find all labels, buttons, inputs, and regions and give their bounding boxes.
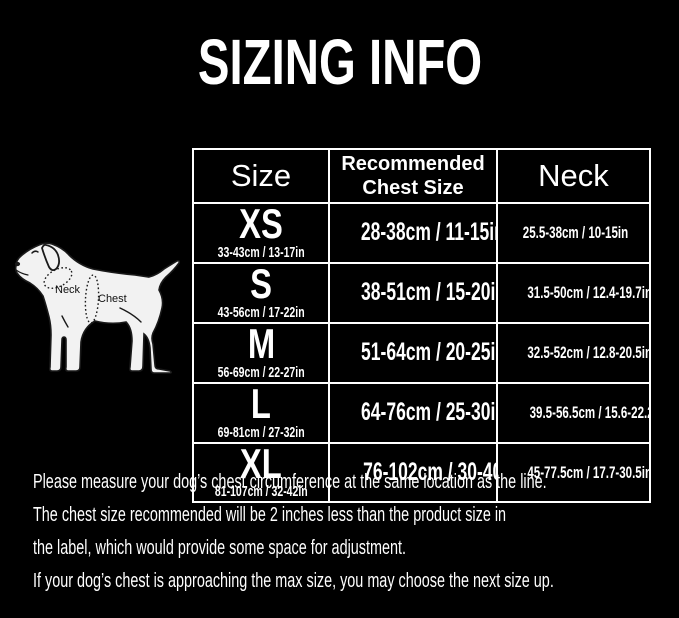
chest-cell: 76-102cm / 30-40in (328, 441, 498, 504)
dog-nose-icon (14, 261, 21, 267)
chest-cell: 51-64cm / 20-25in (328, 321, 498, 384)
size-row-xl: XL 81-107cm / 32-42in 76-102cm / 30-40in… (192, 441, 651, 504)
neck-cell: 25.5-38cm / 10-15in (496, 202, 651, 264)
size-cell: S 43-56cm / 17-22in (192, 261, 330, 324)
chest-cell: 38-51cm / 15-20in (328, 261, 498, 324)
size-row-xs: XS 33-43cm / 13-17in 28-38cm / 11-15in 2… (192, 202, 651, 264)
neck-cell: 32.5-52cm / 12.8-20.5in (496, 321, 651, 384)
size-cell: L 69-81cm / 27-32in (192, 381, 330, 444)
chest-cell: 64-76cm / 25-30in (328, 381, 498, 444)
col-header-size: Size (192, 148, 330, 204)
dog-shoulder-crease (61, 315, 69, 328)
chest-label: Chest (98, 293, 127, 305)
dog-mouth-line (15, 269, 29, 276)
note-line: the label, which would provide some spac… (33, 537, 407, 559)
col-header-chest: Recommended Chest Size (328, 148, 498, 204)
neck-cell: 31.5-50cm / 12.4-19.7in (496, 261, 651, 324)
size-row-l: L 69-81cm / 27-32in 64-76cm / 25-30in 39… (192, 381, 651, 444)
size-cell: XL 81-107cm / 32-42in (192, 441, 330, 504)
page-title: SIZING INFO (197, 26, 482, 98)
measurement-notes: Please measure your dog’s chest circumfe… (33, 466, 679, 598)
neck-cell: 45-77.5cm / 17.7-30.5in (496, 441, 651, 504)
size-row-s: S 43-56cm / 17-22in 38-51cm / 15-20in 31… (192, 261, 651, 324)
header-row: Size Recommended Chest Size Neck (192, 148, 651, 204)
note-line: The chest size recommended will be 2 inc… (33, 504, 507, 526)
size-cell: M 56-69cm / 22-27in (192, 321, 330, 384)
size-row-m: M 56-69cm / 22-27in 51-64cm / 20-25in 32… (192, 321, 651, 384)
note-line: Please measure your dog’s chest circumfe… (33, 471, 547, 493)
dog-measurement-diagram: Neck Chest (14, 242, 181, 374)
neck-label: Neck (55, 284, 81, 296)
col-header-neck: Neck (496, 148, 651, 204)
neck-cell: 39.5-56.5cm / 15.6-22.2in (496, 381, 651, 444)
size-cell: XS 33-43cm / 13-17in (192, 202, 330, 264)
dog-ear-icon (41, 243, 61, 272)
dog-eye-icon (31, 250, 39, 254)
chest-cell: 28-38cm / 11-15in (328, 202, 498, 264)
size-chart-table: Size Recommended Chest Size Neck XS 33-4… (192, 148, 651, 504)
dog-thigh-crease (119, 307, 142, 323)
note-line: If your dog’s chest is approaching the m… (33, 570, 554, 592)
